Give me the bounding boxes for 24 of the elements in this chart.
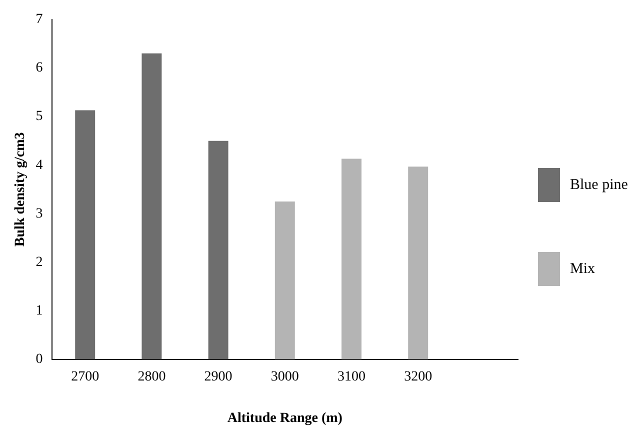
- y-tick-label: 7: [36, 12, 43, 28]
- bar: [142, 53, 162, 360]
- bar: [342, 158, 362, 360]
- x-axis-title: Altitude Range (m): [227, 411, 343, 426]
- x-tick-label: 3200: [404, 369, 432, 384]
- y-tick-label: 6: [36, 60, 43, 76]
- y-tick-label: 2: [36, 254, 43, 270]
- x-tick-label: 3000: [270, 369, 299, 384]
- y-tick-label: 3: [36, 206, 43, 222]
- y-tick-label: 4: [36, 158, 43, 173]
- bar: [75, 110, 96, 360]
- y-axis-title: Bulk density g/cm3: [13, 132, 28, 247]
- legend-label: Blue pine: [570, 176, 628, 194]
- x-tick-label: 2900: [204, 369, 232, 384]
- x-tick-label: 3100: [338, 369, 366, 384]
- y-tick-label: 0: [36, 352, 43, 368]
- x-tick-label: 2800: [138, 369, 166, 384]
- bar: [274, 202, 295, 360]
- bar: [208, 140, 228, 360]
- bar: [408, 166, 428, 360]
- x-tick-label: 2700: [71, 369, 100, 384]
- y-tick-label: 5: [36, 109, 43, 124]
- y-tick-label: 1: [36, 304, 43, 318]
- legend-label: Mix: [570, 260, 596, 278]
